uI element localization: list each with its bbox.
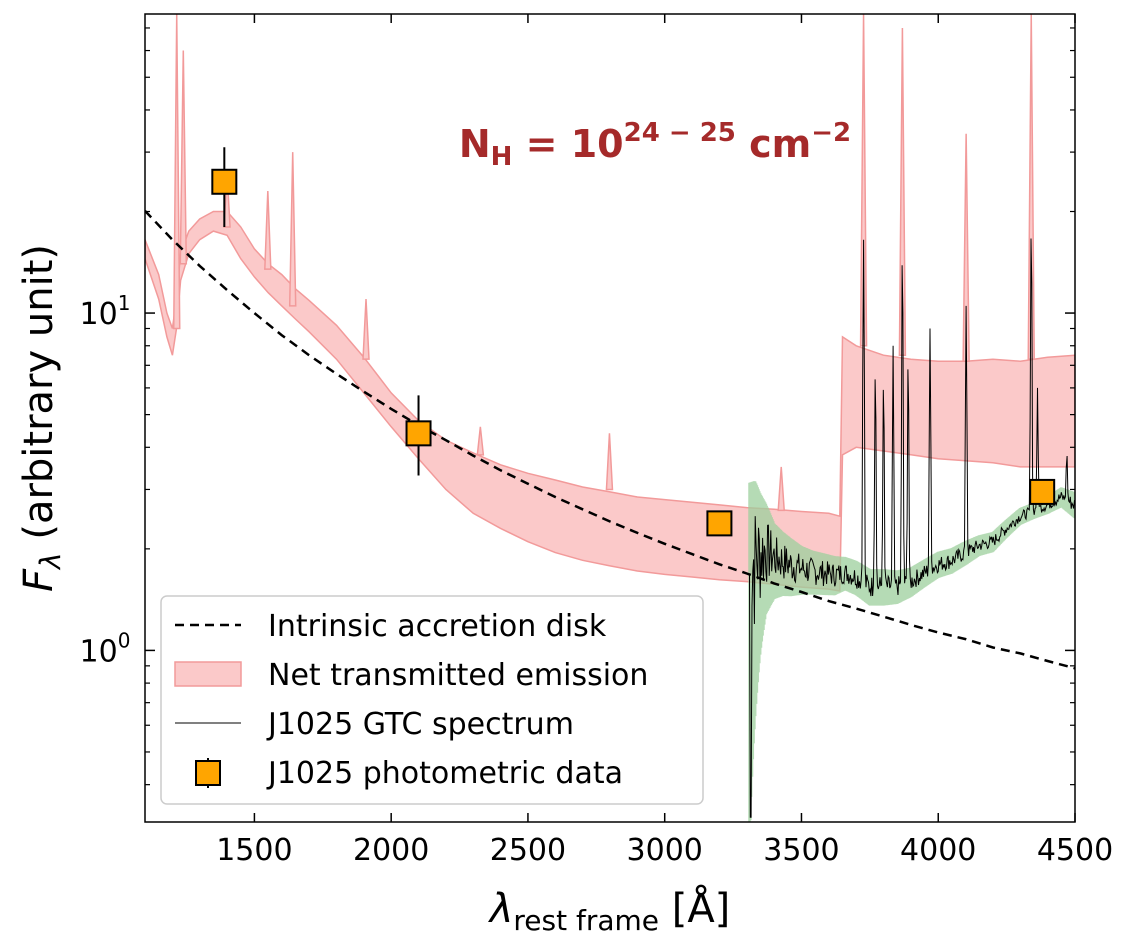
transmitted-emission-line	[1027, 14, 1035, 360]
gtc-spectrum-line	[749, 238, 1075, 818]
x-tick-label: 3000	[627, 833, 703, 868]
y-axis-label: Fλ (arbitrary unit)	[16, 244, 67, 592]
y-tick-label: 100	[80, 628, 131, 669]
transmitted-emission-line	[288, 152, 297, 307]
legend-label-photometry: J1025 photometric data	[266, 756, 623, 791]
x-tick-label: 2500	[490, 833, 566, 868]
y-tick-label-exponent: 1	[118, 291, 131, 315]
photometry-layer	[211, 147, 1056, 537]
legend-frame	[160, 595, 704, 805]
photometric-point	[706, 510, 733, 537]
photometric-point	[211, 147, 238, 227]
x-tick-label: 1500	[216, 833, 292, 868]
annotation-base: N	[459, 122, 491, 166]
x-axis-subscript: rest frame	[513, 904, 659, 937]
x-axis-label: λrest frame [Å]	[488, 884, 731, 937]
transmitted-emission-line	[223, 173, 231, 228]
legend-square-marker-icon	[195, 760, 221, 786]
spectrum-layer	[749, 238, 1075, 818]
plot-frame	[144, 13, 1076, 823]
annotation-base-subscript: H	[491, 142, 513, 172]
legend: Intrinsic accretion disk Net transmitted…	[160, 595, 704, 805]
transmitted-emission-line	[476, 426, 485, 456]
transmitted-emission-band	[145, 210, 1075, 592]
y-tick-label-base: 10	[80, 297, 118, 332]
transmitted-emission-line	[777, 466, 786, 512]
y-axis-symbol: F	[16, 568, 62, 592]
transmitted-emission-line	[362, 299, 370, 360]
photometric-marker	[1029, 478, 1056, 505]
transmitted-emission-line	[172, 14, 181, 330]
x-tick-label: 2000	[353, 833, 429, 868]
annotation-unit: cm	[736, 122, 811, 166]
column-density-annotation: NH = 1024 − 25 cm−2	[459, 118, 851, 172]
legend-label-spectrum: J1025 GTC spectrum	[266, 707, 574, 742]
y-tick-label: 101	[80, 291, 131, 332]
photometric-point	[1029, 478, 1056, 505]
transmitted-emission-layer	[145, 14, 1075, 592]
photometric-marker	[211, 168, 238, 195]
y-axis-rest: (arbitrary unit)	[16, 244, 62, 552]
legend-band-swatch-icon	[174, 661, 242, 687]
transmitted-emission-line	[179, 50, 188, 265]
legend-label-transmitted: Net transmitted emission	[268, 658, 648, 693]
accretion-disk-curve	[145, 209, 1075, 670]
x-axis-ticks: 1500 2000 2500 3000 3500 4000 4500	[216, 14, 1113, 868]
annotation-exponent: 24 − 25	[624, 118, 736, 148]
x-tick-label: 3500	[763, 833, 839, 868]
x-axis-symbol: λ	[488, 886, 514, 932]
photometric-point	[405, 395, 432, 476]
photometric-marker	[706, 510, 733, 537]
y-axis-subscript: λ	[34, 552, 67, 571]
transmitted-emission-line	[264, 191, 272, 270]
photometric-marker	[405, 420, 432, 447]
x-axis-unit: [Å]	[659, 884, 730, 932]
y-tick-label-exponent: 0	[118, 628, 131, 652]
accretion-disk-layer	[145, 209, 1075, 670]
transmitted-emission-line	[859, 14, 868, 347]
plot-area	[145, 14, 1075, 822]
legend-label-intrinsic: Intrinsic accretion disk	[268, 609, 607, 644]
transmitted-emission-line	[898, 27, 907, 356]
transmitted-emission-line	[605, 433, 614, 491]
x-tick-label: 4500	[1037, 833, 1113, 868]
annotation-equals: = 10	[512, 122, 623, 166]
x-tick-label: 4000	[900, 833, 976, 868]
annotation-unit-exponent: −2	[811, 118, 851, 148]
y-tick-label-base: 10	[80, 634, 118, 669]
